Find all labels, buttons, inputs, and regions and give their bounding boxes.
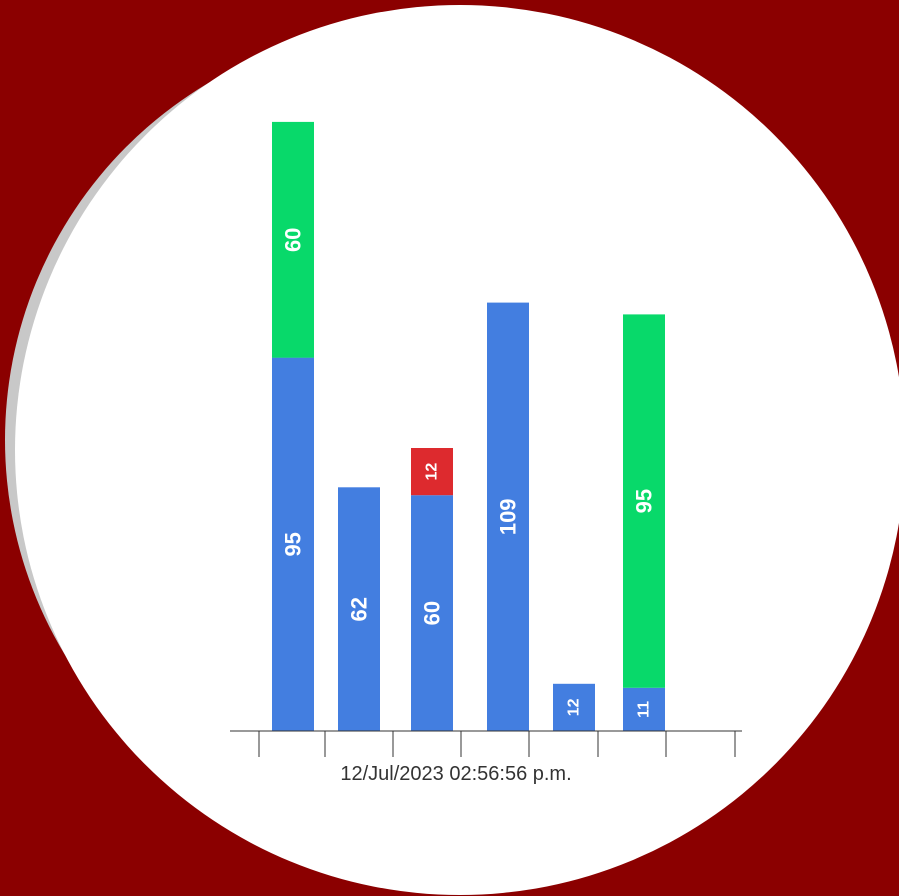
data-labels-layer: 95 62 60 109 12 11 12 60 95 [280,228,656,718]
data-label-s2-c0: 60 [280,228,305,252]
bars-layer [272,121,665,731]
data-label-s0-c5: 11 [635,701,652,718]
bar-s0-c3 [487,302,529,731]
bar-s2-c5 [623,314,665,688]
bar-s0-c5 [623,687,665,731]
bar-s0-c4 [553,683,595,731]
bar-s0-c1 [338,487,380,731]
data-label-s0-c0: 95 [281,532,306,556]
plot-circle [15,5,899,895]
x-axis-label: 12/Jul/2023 02:56:56 p.m. [340,763,571,785]
data-label-s0-c4: 12 [566,698,583,716]
bar-s1-c2 [411,448,453,496]
data-label-s0-c2: 60 [420,601,445,625]
data-label-s2-c5: 95 [631,489,656,513]
data-label-s0-c1: 62 [346,597,371,621]
bar-s0-c2 [411,495,453,731]
data-label-s1-c2: 12 [424,463,441,481]
data-label-s0-c3: 109 [496,498,521,535]
bar-s0-c0 [272,357,314,731]
bar-s2-c0 [272,121,314,358]
x-axis-ticks [258,731,736,757]
